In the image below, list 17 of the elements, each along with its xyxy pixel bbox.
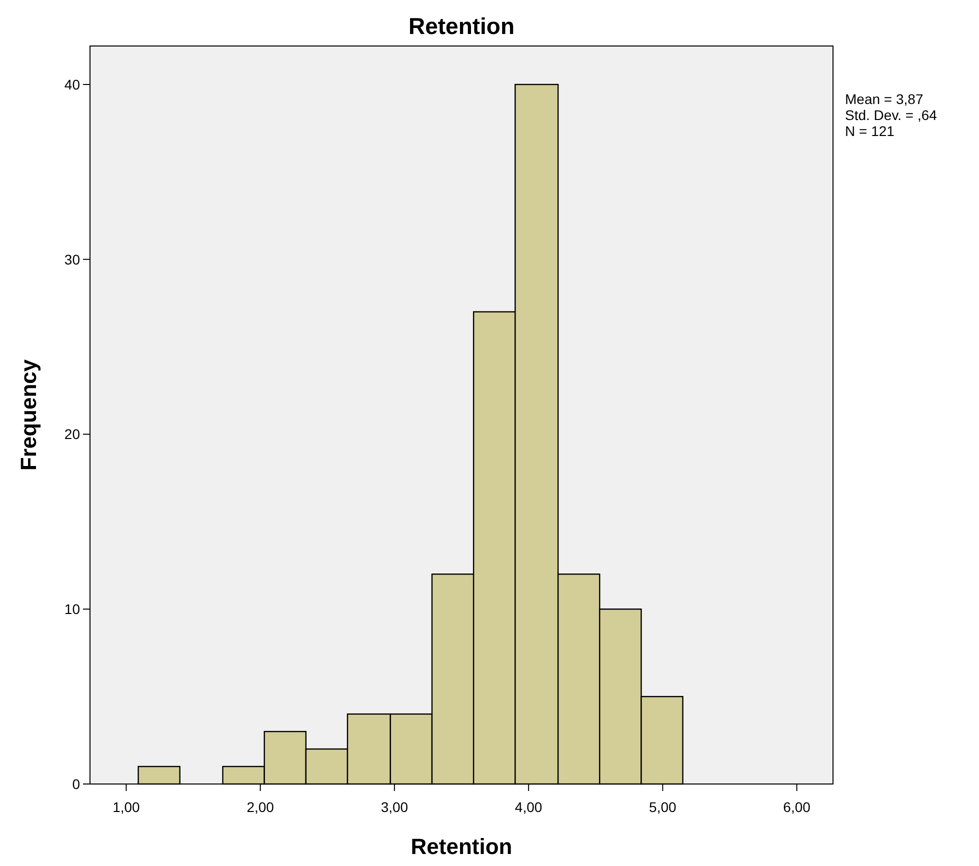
y-tick-label: 20 — [64, 426, 80, 442]
text: Std. Dev. = ,64 — [845, 107, 938, 123]
chart-title: Retention — [408, 13, 515, 39]
x-axis-title: Retention — [410, 834, 512, 859]
x-tick-label: 1,00 — [112, 799, 140, 815]
text: Mean = 3,87 — [845, 91, 924, 107]
x-tick-label: 5,00 — [649, 799, 677, 815]
y-tick-label: 0 — [72, 776, 80, 792]
text: N = 121 — [845, 123, 895, 139]
y-tick-label: 40 — [64, 76, 80, 92]
x-tick-label: 3,00 — [380, 799, 408, 815]
x-tick-label: 6,00 — [783, 799, 811, 815]
x-tick-label: 2,00 — [246, 799, 274, 815]
x-tick-label: 4,00 — [514, 799, 542, 815]
y-axis-title: Frequency — [16, 358, 41, 471]
y-tick-label: 30 — [64, 251, 80, 268]
y-tick-label: 10 — [64, 601, 80, 618]
